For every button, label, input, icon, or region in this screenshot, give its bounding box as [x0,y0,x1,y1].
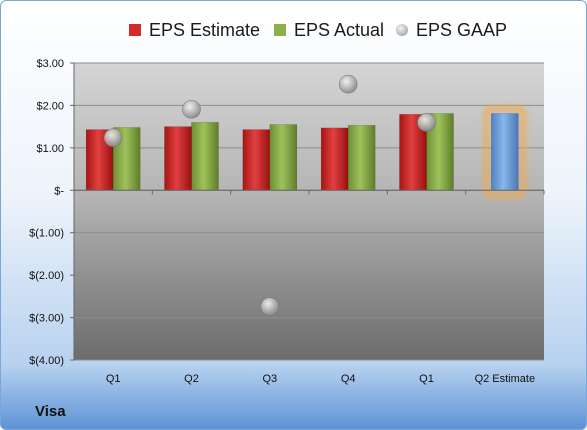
legend-swatch-gaap [396,24,408,36]
gaap-points [103,74,436,316]
legend-label-estimate: EPS Estimate [149,19,261,40]
bar-eps-estimate [320,127,349,191]
legend-item-actual: EPS Actual [274,15,384,45]
point-eps-gaap [260,297,280,316]
y-tick-label: $(2.00) [29,270,64,282]
bar-eps-actual [347,125,376,191]
y-tick-label: $3.00 [36,58,64,70]
bar-eps-actual [191,122,219,191]
company-label: Visa [35,403,66,420]
x-axis: Q1 Q2 Q3 Q4 Q1 Q2 Estimate [73,189,545,385]
legend-swatch-estimate [129,24,141,36]
legend-label-actual: EPS Actual [294,19,385,40]
bar-eps-estimate [164,126,192,191]
bar-eps-estimate [242,129,271,191]
point-eps-gaap [103,128,123,147]
x-tick-label: Q2 [184,373,199,385]
x-tick-label: Q4 [341,373,356,385]
y-tick-label: $(3.00) [29,313,64,325]
point-eps-gaap [182,99,201,119]
x-tick-label: Q2 Estimate [475,373,536,385]
legend-label-gaap: EPS GAAP [416,19,508,40]
legend: EPS Estimate EPS Actual EPS GAAP [1,15,586,45]
y-tick-label: $(4.00) [29,355,64,367]
point-eps-gaap [417,113,436,132]
bar-eps-forecast [491,113,519,191]
forecast-bar-glow [483,105,526,198]
bars [85,105,526,198]
y-tick-label: $2.00 [36,100,64,112]
x-tick-label: Q1 [106,373,121,385]
bar-eps-actual [269,124,298,191]
y-tick-label: $(1.00) [29,228,64,240]
x-tick-label: Q1 [419,373,434,385]
legend-item-gaap: EPS GAAP [396,15,507,45]
point-eps-gaap [338,74,358,94]
legend-swatch-actual [274,24,286,36]
y-tick-label: $1.00 [36,143,64,155]
y-tick-label: $- [54,185,64,197]
plot-area [74,63,544,360]
x-tick-label: Q3 [262,373,277,385]
legend-item-estimate: EPS Estimate [129,15,260,45]
y-axis: $3.00 $2.00 $1.00 $- $(1.00) $(2.00) $(3.00) $(… [29,58,75,367]
